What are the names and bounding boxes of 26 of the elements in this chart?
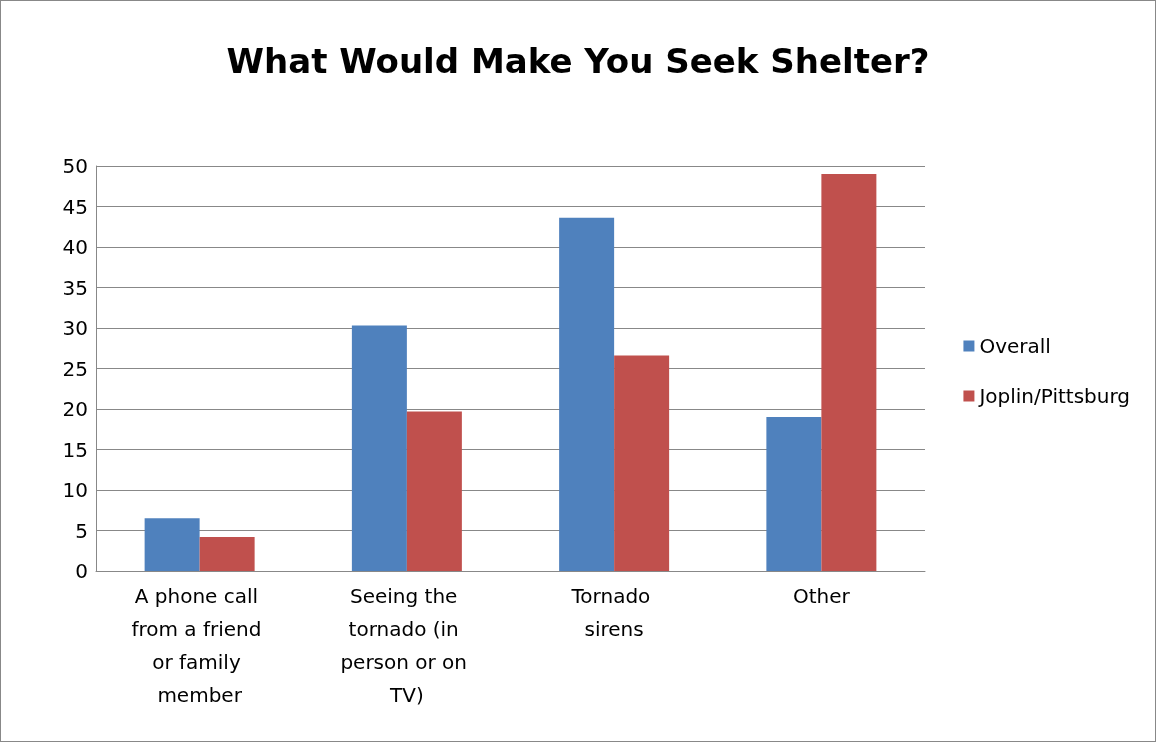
legend-label: Overall xyxy=(979,334,1051,358)
y-tick-label: 30 xyxy=(62,316,88,340)
y-tick-label: 15 xyxy=(62,437,88,462)
bar xyxy=(821,174,877,571)
y-tick-label: 20 xyxy=(62,397,88,421)
bar xyxy=(351,325,407,571)
y-tick-label: 45 xyxy=(62,194,88,219)
y-tick-label: 0 xyxy=(75,559,88,583)
y-tick-label: 10 xyxy=(62,478,88,502)
legend-label: Joplin/Pittsburg xyxy=(977,384,1130,408)
y-tick-label: 25 xyxy=(62,356,88,381)
bar xyxy=(406,411,462,571)
y-tick-label: 5 xyxy=(75,518,88,543)
bar xyxy=(559,217,615,571)
y-tick-label: 50 xyxy=(62,154,88,178)
bar xyxy=(144,518,200,571)
bar xyxy=(766,417,822,571)
x-tick-label: Tornado sirens xyxy=(570,583,657,641)
chart-title: What Would Make You Seek Shelter? xyxy=(226,41,930,81)
y-tick-label: 35 xyxy=(62,275,88,300)
x-tick-label: Other xyxy=(792,583,851,608)
y-tick-label: 40 xyxy=(62,235,88,259)
x-tick-label: Seeing the tornado (in person or on TV) xyxy=(340,583,474,707)
bar xyxy=(614,355,670,571)
x-tick-label: A phone call from a friend or family member xyxy=(131,583,268,707)
bar xyxy=(199,536,255,571)
